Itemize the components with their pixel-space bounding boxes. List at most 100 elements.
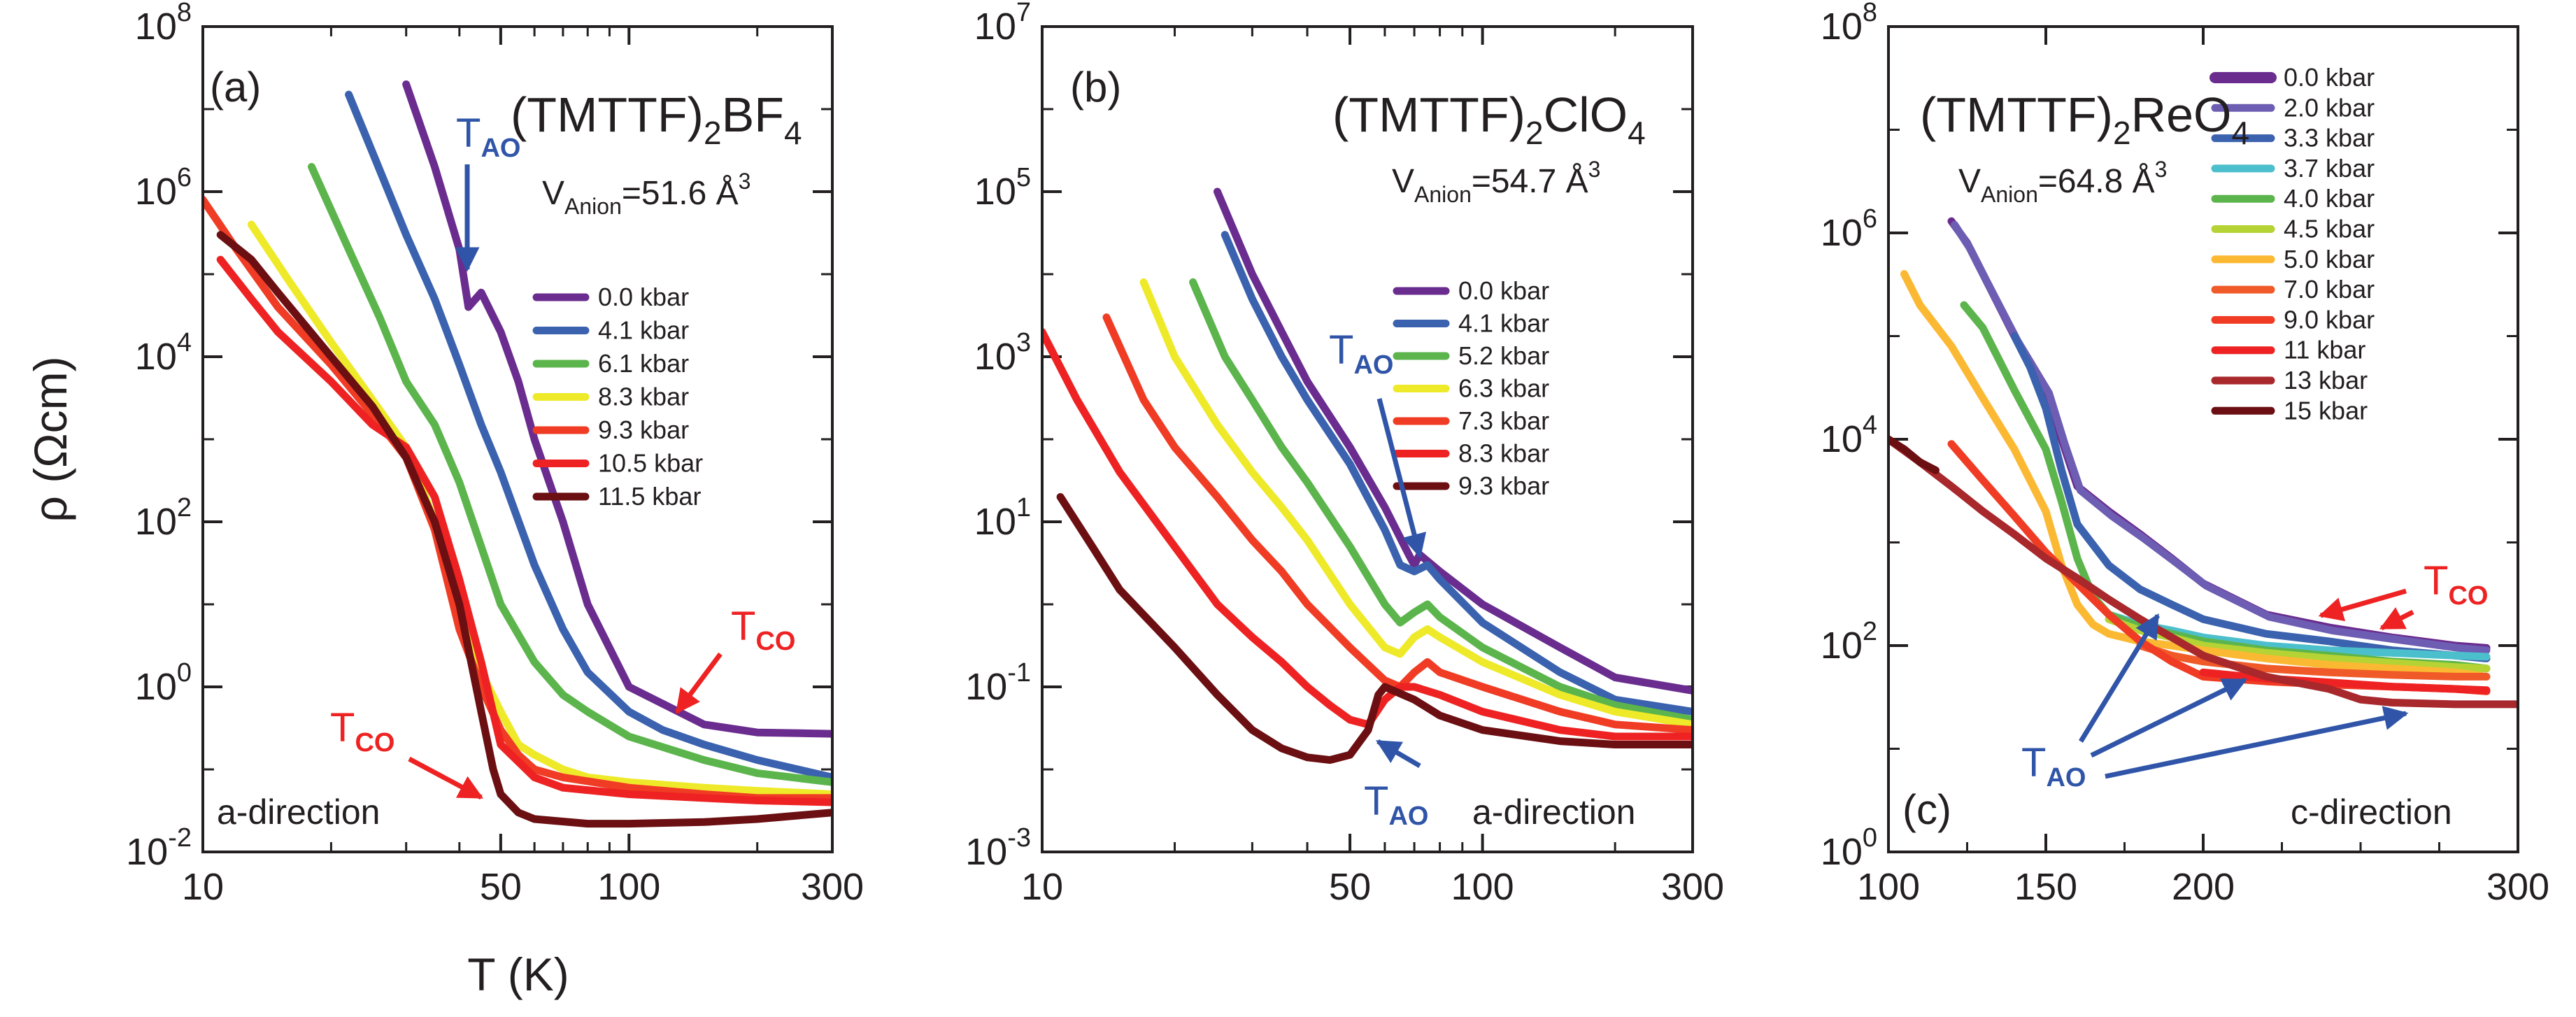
panel-b-x-tick-label: 100 — [1451, 866, 1514, 908]
panel-c-volume-prefix: V — [1958, 163, 1981, 200]
panel-c-legend-label: 5.0 kbar — [2284, 245, 2375, 273]
panel-a-x-tick-label: 100 — [597, 866, 660, 908]
panel-a-x-tick-label: 300 — [801, 866, 864, 908]
panel-a-legend-label: 11.5 kbar — [598, 482, 701, 511]
panel-a-curve-9-3-kbar — [203, 195, 832, 802]
panel-c-legend-label: 0.0 kbar — [2284, 63, 2375, 92]
panel-c-tao-arrow-2 — [2090, 677, 2248, 758]
y-axis-title: ρ (Ωcm) — [24, 356, 76, 522]
x-axis-title: T (K) — [467, 948, 569, 1000]
panel-c-tco-arrow-2 — [2379, 607, 2414, 631]
panel-b-x-tick-labels: 10 50 100 300 — [1021, 866, 1724, 908]
panel-a-y-tick-label: 108 — [135, 0, 192, 48]
panel-b-y-tick-label: 101 — [974, 493, 1031, 543]
panel-a-anion-volume: VAnion=51.6 Å3 — [542, 169, 750, 219]
panel-a-legend-label: 0.0 kbar — [598, 283, 689, 311]
panel-a-tco-left-label: TCO — [330, 705, 394, 758]
panel-b-curve-6-3-kbar — [1139, 278, 1693, 729]
panel-a-tao-label: TAO — [456, 111, 520, 163]
panel-b-curves — [1042, 187, 1693, 764]
panel-b-tao-lower-arrow — [1375, 739, 1421, 769]
panel-c-tco-label: TCO — [2424, 558, 2488, 611]
panel-b-y-tick-label: 103 — [974, 328, 1031, 378]
panel-c-compound-base: (TMTTF) — [1920, 87, 2113, 142]
panel-b-compound-sub1: 2 — [1525, 115, 1544, 151]
panel-b: 10 50 100 300 10-3 10-1 101 103 105 107 0.0 kbar… — [965, 0, 1724, 908]
panel-a-legend-label: 10.5 kbar — [598, 449, 703, 478]
panel-c-curve-2-0-kbar — [1951, 220, 2491, 655]
panel-c-compound-ion: ReO — [2131, 87, 2232, 142]
panel-c-y-tick-labels: 100 102 104 106 108 — [1821, 0, 1877, 873]
panel-c-annotation-tao: TAO — [2021, 613, 2409, 792]
panel-b-annotation-tao-upper: TAO — [1329, 327, 1427, 559]
panel-b-y-tick-label: 105 — [974, 163, 1031, 213]
panel-c-tao-arrow-1 — [2079, 613, 2160, 743]
panel-b-legend-label: 6.3 kbar — [1458, 374, 1549, 403]
panel-a-legend-label: 4.1 kbar — [598, 316, 689, 345]
panel-a-curve-6-1-kbar — [308, 163, 832, 786]
panel-c-curve-7-0-kbar — [2136, 641, 2491, 681]
panel-a-tco-right-label: TCO — [731, 604, 795, 656]
panel-a-tao-sub: AO — [481, 134, 520, 163]
panel-a-legend: 0.0 kbar 4.1 kbar 6.1 kbar 8.3 kbar 9.3 kbar… — [532, 283, 703, 511]
panel-c-x-tick-label: 200 — [2172, 866, 2235, 908]
panel-a-label: (a) — [210, 64, 261, 111]
panel-c-y-tick-label: 102 — [1821, 617, 1877, 667]
panel-a-legend-label: 6.1 kbar — [598, 349, 689, 378]
panel-b-compound-ion: ClO — [1544, 87, 1628, 142]
panel-c-y-tick-label: 106 — [1821, 204, 1877, 254]
panel-c-legend-label: 3.7 kbar — [2284, 154, 2375, 183]
panel-c-anion-volume: VAnion=64.8 Å3 — [1958, 157, 2167, 207]
panel-a-curve-4-1-kbar — [345, 90, 832, 781]
panel-b-tao-upper-t: T — [1329, 327, 1353, 373]
panel-a-annotation-tco-left: TCO — [330, 705, 484, 800]
panel-a-compound-sub1: 2 — [704, 115, 722, 151]
panel-b-volume-sup: 3 — [1588, 157, 1601, 182]
panel-c-frame — [1887, 25, 2519, 853]
panel-c-y-tick-label: 108 — [1821, 0, 1877, 48]
panel-c-tco-sub: CO — [2448, 581, 2488, 611]
panel-a-curve-11-5-kbar — [216, 231, 832, 828]
panel-a-volume-value: =51.6 Å — [622, 175, 739, 212]
panel-c-tco-t: T — [2424, 558, 2448, 604]
panel-b-x-tick-label: 300 — [1661, 866, 1724, 908]
panel-a-frame — [201, 25, 834, 853]
panel-a-y-tick-label: 102 — [135, 493, 192, 543]
panel-a-x-tick-label: 50 — [480, 866, 522, 908]
panel-c: 100 150 200 300 100 102 104 106 108 0.0 kbar2.0… — [1821, 0, 2549, 908]
panel-b-volume-sub: Anion — [1414, 182, 1472, 207]
panel-a-compound-sub2: 4 — [784, 115, 802, 151]
panel-a-tco-left-t: T — [330, 705, 355, 751]
panel-b-legend-label: 9.3 kbar — [1458, 471, 1549, 500]
panel-a: 10 50 100 300 10-2 100 102 104 106 108 0.0 kbar 4… — [126, 0, 864, 908]
panel-c-volume-sub: Anion — [1981, 182, 2038, 207]
panel-c-legend-label: 7.0 kbar — [2284, 275, 2375, 304]
panel-c-legend-label: 13 kbar — [2284, 366, 2368, 394]
panel-b-curve-7-3-kbar — [1102, 313, 1693, 734]
panel-a-tco-right-t: T — [731, 604, 755, 649]
panel-a-tco-left-arrow — [408, 756, 484, 800]
panel-a-tco-right-sub: CO — [755, 627, 795, 656]
panel-c-tco-arrow-1 — [2318, 588, 2407, 622]
panel-a-y-tick-label: 106 — [135, 163, 192, 213]
panel-a-x-tick-labels: 10 50 100 300 — [182, 866, 864, 908]
panel-a-x-tick-label: 10 — [182, 866, 224, 908]
panel-c-curves — [1888, 217, 2518, 709]
panel-c-curve-15-kbar — [1888, 435, 1940, 474]
panel-c-compound-sub1: 2 — [2113, 115, 2131, 151]
panel-c-compound: (TMTTF)2ReO4 — [1920, 87, 2249, 151]
panel-c-volume-value: =64.8 Å — [2038, 163, 2155, 200]
panel-b-tao-lower-t: T — [1364, 778, 1388, 824]
panel-c-grid-ticks — [1887, 25, 2519, 853]
panel-a-compound-base: (TMTTF) — [511, 87, 704, 142]
panel-a-compound-ion: BF — [722, 87, 784, 142]
panel-b-direction: a-direction — [1472, 792, 1635, 832]
panel-b-y-tick-label: 107 — [974, 0, 1031, 48]
panel-c-tao-sub: AO — [2046, 763, 2086, 792]
panel-c-y-tick-label: 100 — [1821, 823, 1877, 873]
panel-a-legend-label: 8.3 kbar — [598, 383, 689, 411]
panel-a-volume-sup: 3 — [739, 169, 751, 194]
panel-c-direction: c-direction — [2291, 792, 2452, 832]
panel-b-compound: (TMTTF)2ClO4 — [1332, 87, 1646, 151]
